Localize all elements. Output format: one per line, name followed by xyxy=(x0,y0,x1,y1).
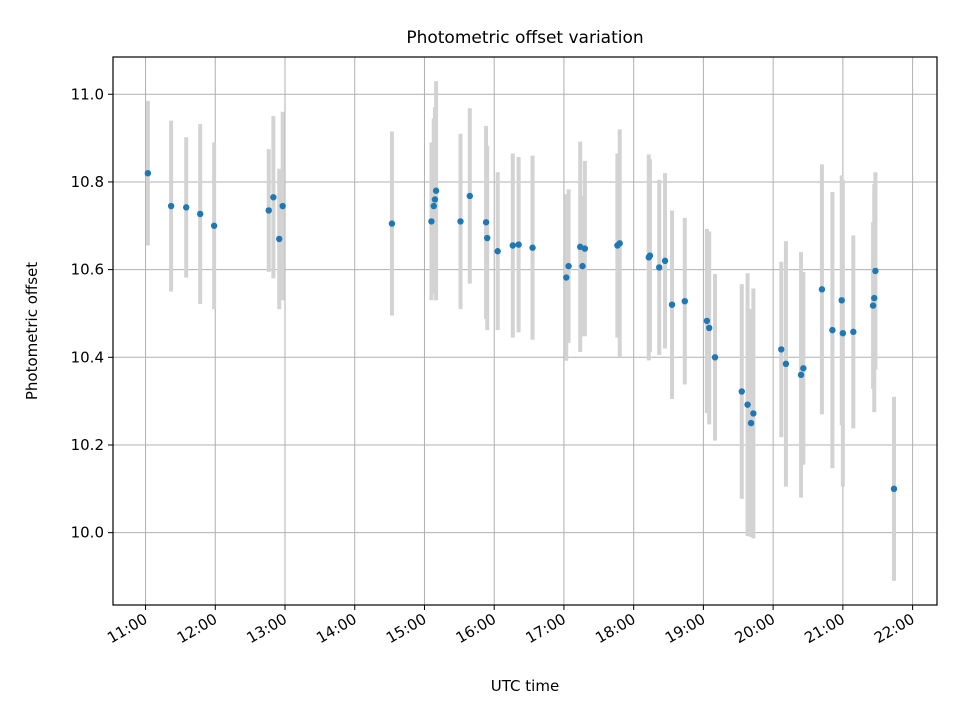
data-point xyxy=(494,248,501,255)
y-axis-label: Photometric offset xyxy=(23,262,41,400)
data-point xyxy=(818,286,826,293)
data-point xyxy=(616,240,623,247)
data-point xyxy=(869,302,877,309)
data-point xyxy=(750,410,757,417)
data-point xyxy=(210,222,218,229)
data-point xyxy=(515,241,522,248)
data-point xyxy=(457,218,464,225)
data-point xyxy=(484,234,491,242)
data-point xyxy=(196,210,204,218)
y-tick-label: 11.0 xyxy=(71,85,104,103)
data-point xyxy=(747,419,755,427)
data-point xyxy=(563,274,570,281)
data-point xyxy=(388,220,396,227)
data-point xyxy=(711,354,719,361)
data-point xyxy=(183,204,190,211)
data-point xyxy=(482,219,490,226)
data-point xyxy=(871,294,878,302)
data-point xyxy=(850,328,857,336)
data-point xyxy=(797,371,805,379)
data-point xyxy=(661,257,669,265)
y-tick-label: 10.6 xyxy=(71,261,104,279)
data-point xyxy=(581,245,589,252)
data-point xyxy=(656,264,663,271)
x-axis-label: UTC time xyxy=(491,677,559,695)
data-point xyxy=(432,187,440,194)
chart-title: Photometric offset variation xyxy=(406,28,643,48)
data-point xyxy=(579,262,586,270)
data-point xyxy=(167,202,175,210)
data-point xyxy=(430,202,437,210)
data-point xyxy=(890,485,898,493)
data-point xyxy=(838,297,845,304)
data-point xyxy=(428,218,435,225)
data-points xyxy=(144,169,898,493)
data-point xyxy=(144,169,152,177)
data-point xyxy=(829,326,836,334)
data-point xyxy=(681,297,689,305)
data-point xyxy=(509,242,516,249)
y-tick-label: 10.2 xyxy=(71,436,104,454)
plot-frame xyxy=(112,56,938,606)
data-point xyxy=(668,301,676,308)
y-tick-label: 10.0 xyxy=(71,524,104,542)
y-tick-label: 10.8 xyxy=(71,173,104,191)
data-point xyxy=(431,196,439,203)
y-tick-label: 10.4 xyxy=(71,348,104,366)
data-point xyxy=(744,401,751,408)
data-point xyxy=(839,329,847,337)
data-point xyxy=(782,360,790,368)
data-point xyxy=(265,207,272,214)
data-point xyxy=(279,202,286,210)
data-point xyxy=(275,235,283,243)
data-point xyxy=(778,346,785,353)
data-point xyxy=(466,192,473,200)
data-point xyxy=(738,388,745,395)
data-point xyxy=(529,244,536,251)
data-point xyxy=(872,267,879,275)
data-point xyxy=(800,365,807,372)
data-point xyxy=(646,252,654,259)
data-point xyxy=(565,262,572,270)
data-point xyxy=(706,324,713,332)
data-point xyxy=(703,317,711,325)
data-point xyxy=(270,194,277,201)
